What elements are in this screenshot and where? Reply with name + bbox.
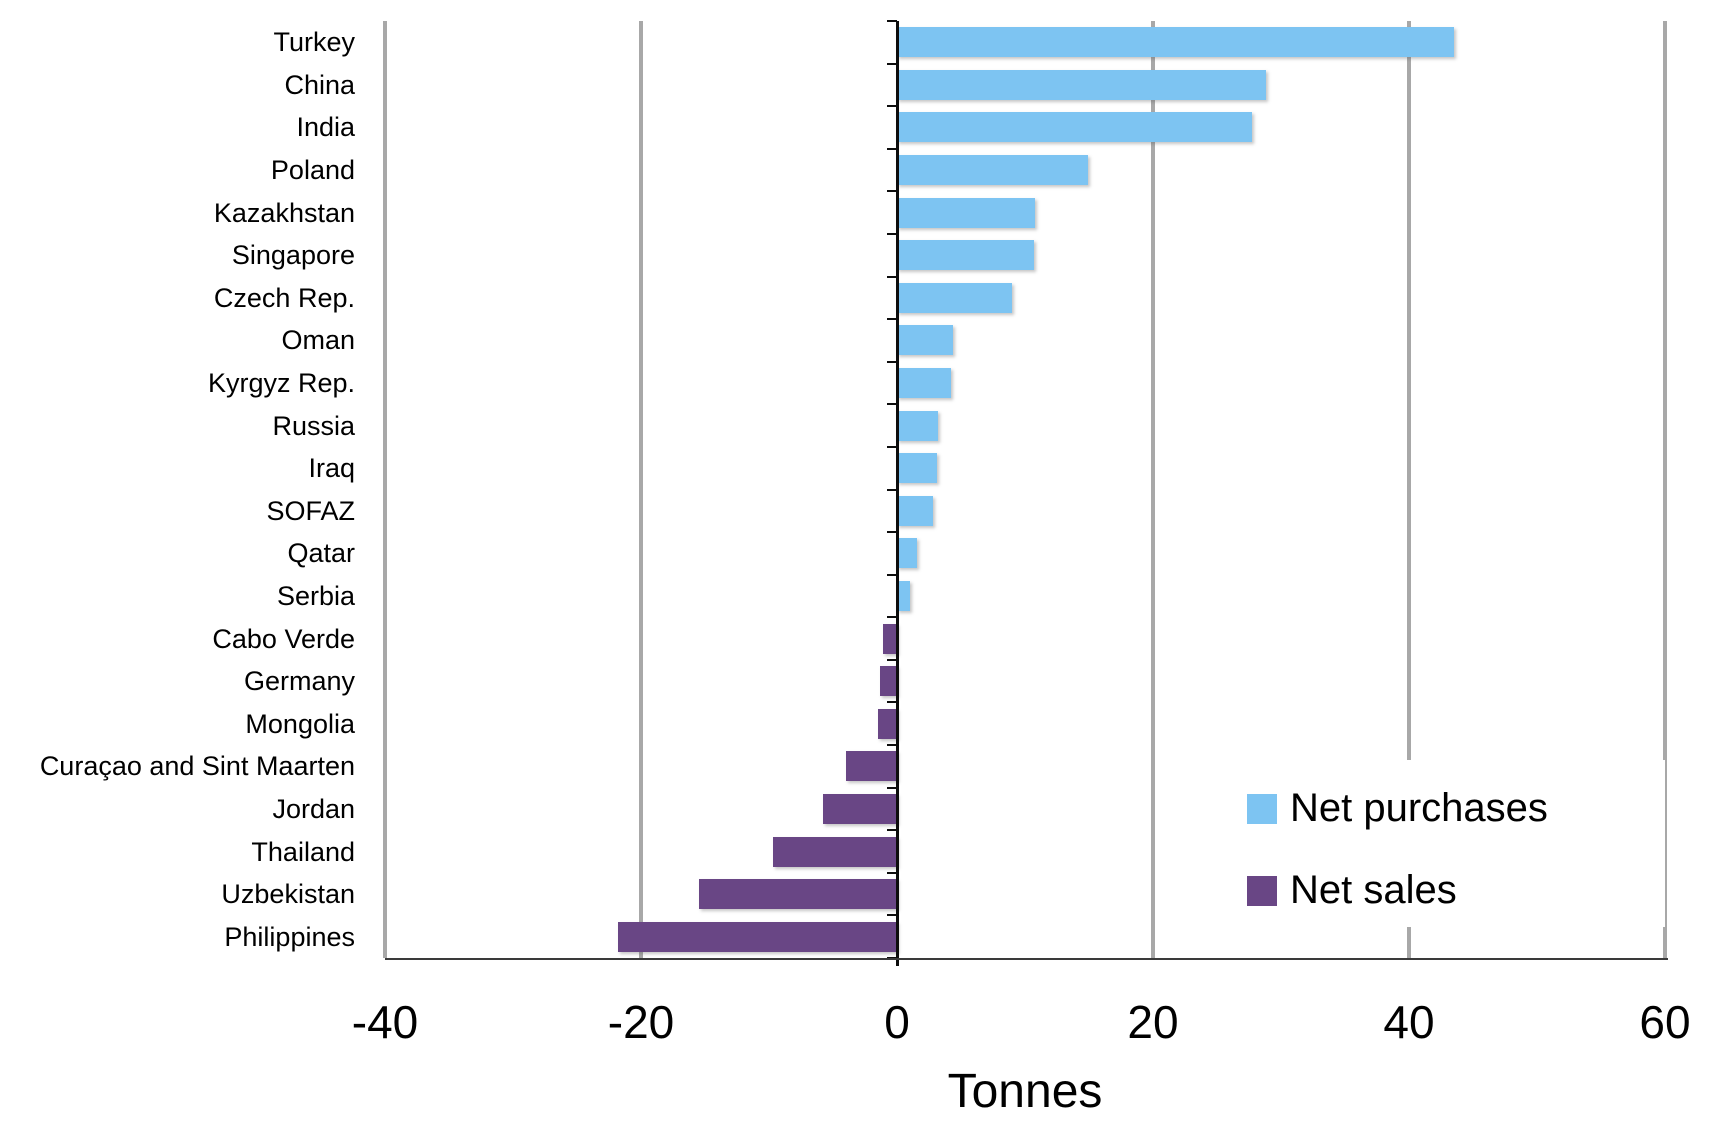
zero-axis-tick: [887, 318, 897, 321]
zero-axis-tick: [887, 445, 897, 448]
x-tick-label-40: 40: [1383, 996, 1435, 1048]
zero-axis-tick: [887, 105, 897, 108]
category-label-germany: Germany: [243, 666, 355, 697]
zero-axis-tick: [887, 658, 897, 661]
bar-oman: [897, 325, 954, 356]
bar-kyrgyz-rep-: [897, 368, 951, 399]
bar-cabo-verde: [882, 623, 897, 654]
category-label-oman: Oman: [281, 325, 355, 356]
zero-axis-tick: [887, 531, 897, 534]
category-label-kyrgyz-rep-: Kyrgyz Rep.: [207, 368, 355, 399]
zero-axis-tick: [887, 62, 897, 65]
category-label-sofaz: SOFAZ: [266, 495, 355, 526]
zero-axis-tick: [887, 488, 897, 491]
category-label-cura-ao-and-sint-maarten: Curaçao and Sint Maarten: [39, 751, 355, 782]
zero-axis-tick: [887, 403, 897, 406]
bar-serbia: [897, 580, 910, 611]
category-label-uzbekistan: Uzbekistan: [221, 879, 355, 910]
net-purchases-swatch-icon: [1247, 793, 1277, 824]
gridline-20: [1151, 21, 1155, 958]
zero-axis-tick: [887, 147, 897, 150]
bar-sofaz: [897, 495, 933, 526]
zero-axis-tick: [887, 744, 897, 747]
x-tick-label-20: 20: [1127, 996, 1179, 1048]
x-tick-label--40: -40: [351, 996, 419, 1048]
bar-iraq: [897, 453, 937, 484]
bar-poland: [897, 155, 1088, 186]
legend-item-net-sales: Net sales: [1247, 868, 1457, 913]
net-sales-swatch-icon: [1247, 875, 1277, 906]
category-label-jordan: Jordan: [272, 793, 355, 824]
category-label-serbia: Serbia: [276, 580, 355, 611]
category-label-china: China: [284, 69, 355, 100]
category-label-turkey: Turkey: [273, 27, 355, 58]
zero-axis-tick: [887, 275, 897, 278]
chart-legend: Net purchases Net sales: [1233, 760, 1665, 927]
legend-label-net-purchases: Net purchases: [1290, 786, 1548, 830]
category-label-czech-rep-: Czech Rep.: [213, 282, 355, 313]
zero-axis-line: [895, 21, 899, 966]
zero-axis-tick: [887, 360, 897, 363]
zero-axis-tick: [887, 190, 897, 193]
category-label-thailand: Thailand: [251, 836, 355, 867]
legend-label-net-sales: Net sales: [1290, 868, 1457, 912]
x-tick-label-0: 0: [884, 996, 910, 1048]
bar-cura-ao-and-sint-maarten: [845, 751, 897, 782]
bar-germany: [880, 666, 897, 697]
x-tick-label--20: -20: [607, 996, 675, 1048]
category-label-india: India: [296, 112, 355, 143]
legend-item-net-purchases: Net purchases: [1247, 786, 1548, 831]
bar-russia: [897, 410, 938, 441]
bar-jordan: [822, 793, 897, 824]
gridline--40: [383, 21, 387, 958]
bar-turkey: [897, 27, 1454, 58]
bar-thailand: [772, 836, 897, 867]
zero-axis-tick: [887, 573, 897, 576]
category-label-kazakhstan: Kazakhstan: [213, 197, 355, 228]
bar-singapore: [897, 240, 1034, 271]
category-label-cabo-verde: Cabo Verde: [212, 623, 355, 654]
gridline--20: [639, 21, 643, 958]
gridline-60: [1663, 21, 1667, 958]
bar-czech-rep-: [897, 282, 1013, 313]
bar-china: [897, 69, 1266, 100]
bar-uzbekistan: [698, 879, 897, 910]
category-label-poland: Poland: [270, 155, 355, 186]
zero-axis-tick: [887, 616, 897, 619]
bar-mongolia: [877, 708, 897, 739]
x-axis-title: Tonnes: [947, 1065, 1103, 1118]
category-label-mongolia: Mongolia: [245, 708, 355, 739]
category-label-russia: Russia: [272, 410, 355, 441]
category-label-qatar: Qatar: [287, 538, 355, 569]
category-label-iraq: Iraq: [308, 453, 355, 484]
category-label-singapore: Singapore: [231, 240, 355, 271]
x-axis-line: [385, 958, 1668, 960]
zero-axis-tick: [887, 871, 897, 874]
zero-axis-tick: [887, 786, 897, 789]
zero-axis-tick: [887, 232, 897, 235]
gridline-40: [1407, 21, 1411, 958]
x-tick-label-60: 60: [1639, 996, 1691, 1048]
bar-india: [897, 112, 1252, 143]
zero-axis-tick: [887, 20, 897, 22]
category-label-philippines: Philippines: [224, 921, 355, 952]
zero-axis-tick: [887, 914, 897, 917]
bar-philippines: [617, 921, 897, 952]
bar-qatar: [897, 538, 918, 569]
zero-axis-tick: [887, 701, 897, 704]
zero-axis-tick: [887, 829, 897, 832]
bar-kazakhstan: [897, 197, 1036, 228]
